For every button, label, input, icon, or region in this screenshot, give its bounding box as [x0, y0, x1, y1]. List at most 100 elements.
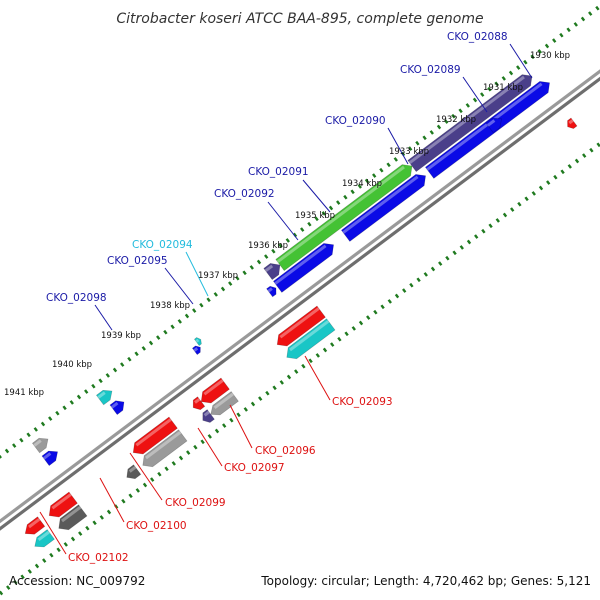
- gene-label-cko-02100[interactable]: CKO_02100: [126, 520, 187, 532]
- lower-rail-tick: [70, 536, 76, 542]
- gene-highlight: [267, 287, 273, 293]
- leader-line: [129, 452, 163, 501]
- gene-highlight: [61, 506, 82, 523]
- upper-rail-tick: [321, 211, 326, 216]
- gene-highlight: [110, 401, 119, 409]
- gene-label-cko-02090[interactable]: CKO_02090: [325, 115, 386, 127]
- upper-rail-tick: [343, 194, 348, 200]
- gene-label-cko-02088[interactable]: CKO_02088: [447, 31, 508, 43]
- leader-line: [99, 477, 125, 523]
- upper-rail-tick: [364, 178, 370, 184]
- gene-feature: [424, 81, 550, 179]
- upper-rail-tick: [408, 146, 413, 151]
- upper-rail-tick: [487, 86, 492, 92]
- upper-rail-tick: [292, 232, 298, 238]
- upper-rail-tick: [199, 302, 204, 308]
- gene-highlight: [97, 391, 106, 399]
- gene-label-cko-02098[interactable]: CKO_02098: [46, 292, 107, 304]
- leader-line: [387, 127, 409, 165]
- lower-rail-tick: [214, 428, 220, 434]
- upper-rail-tick: [458, 108, 463, 114]
- gene-label-cko-02102[interactable]: CKO_02102: [68, 552, 129, 564]
- lower-rail-tick: [85, 525, 90, 531]
- upper-rail-tick: [134, 351, 139, 357]
- gene-label-cko-02095[interactable]: CKO_02095: [107, 255, 168, 267]
- lower-rail-tick: [236, 412, 241, 418]
- gene-label-cko-02097[interactable]: CKO_02097: [224, 462, 285, 474]
- backbone: [0, 69, 600, 531]
- tick-label-1931: 1931 kbp: [483, 83, 523, 93]
- gene-feature: [263, 263, 281, 281]
- lower-rail-tick: [178, 455, 184, 461]
- upper-rail-tick: [566, 27, 571, 33]
- upper-rail-tick: [213, 292, 218, 297]
- upper-rail-tick: [465, 103, 470, 108]
- upper-rail-tick: [285, 238, 290, 243]
- upper-rail-tick: [177, 319, 182, 324]
- upper-rail-tick: [19, 437, 24, 443]
- lower-rail-tick: [294, 369, 299, 374]
- lower-rail-tick: [286, 374, 292, 380]
- label-leaders: [39, 43, 533, 555]
- lower-rail-tick: [517, 201, 522, 207]
- lower-rail-tick: [538, 185, 544, 191]
- gene-highlight: [426, 82, 543, 171]
- tick-label-1941: 1941 kbp: [4, 388, 44, 398]
- leader-line: [302, 179, 331, 213]
- upper-rail-tick: [314, 216, 319, 222]
- lower-rail-tick: [553, 174, 558, 180]
- gene-label-cko-02094[interactable]: CKO_02094: [132, 239, 193, 251]
- leader-line: [304, 355, 331, 401]
- upper-rail-tick: [40, 421, 46, 427]
- tick-label-1930: 1930 kbp: [530, 51, 570, 61]
- gene-highlight: [194, 398, 201, 404]
- gene-label-cko-02099[interactable]: CKO_02099: [165, 497, 226, 509]
- gene-feature: [340, 174, 426, 242]
- gene-features: [24, 74, 578, 548]
- gene-highlight: [195, 338, 200, 343]
- upper-rail-tick: [508, 70, 514, 76]
- gene-feature: [34, 529, 55, 548]
- leader-line: [229, 404, 253, 449]
- gene-label-cko-02091[interactable]: CKO_02091: [248, 166, 309, 178]
- upper-rail-tick: [48, 416, 53, 421]
- gene-label-cko-02093[interactable]: CKO_02093: [332, 396, 393, 408]
- gene-highlight: [342, 175, 419, 234]
- lower-rail-tick: [243, 407, 248, 412]
- upper-rail-tick: [444, 119, 449, 124]
- gene-label-cko-02096[interactable]: CKO_02096: [255, 445, 316, 457]
- upper-rail-tick: [307, 221, 312, 227]
- gene-highlight: [264, 264, 274, 272]
- tick-label-1933: 1933 kbp: [389, 147, 429, 157]
- gene-label-cko-02089[interactable]: CKO_02089: [400, 64, 461, 76]
- upper-rail-tick: [112, 367, 118, 373]
- upper-rail-tick: [69, 400, 74, 405]
- lower-rail-tick: [423, 272, 428, 277]
- upper-rail-tick: [580, 16, 586, 22]
- lower-rail-tick: [308, 358, 313, 364]
- upper-rail-tick: [336, 200, 341, 205]
- lower-rail-tick: [186, 450, 191, 455]
- gene-highlight: [33, 439, 42, 447]
- gene-feature: [109, 400, 125, 416]
- lower-rail-tick: [229, 417, 234, 423]
- gene-feature: [193, 337, 202, 347]
- lower-rail-tick: [416, 277, 421, 283]
- leader-line: [267, 201, 299, 241]
- lower-rail-tick: [171, 461, 176, 466]
- upper-rail-tick: [141, 346, 146, 351]
- lower-rail-tick: [20, 574, 25, 580]
- gene-label-cko-02092[interactable]: CKO_02092: [214, 188, 275, 200]
- upper-rail-tick: [422, 135, 427, 141]
- tick-label-1934: 1934 kbp: [342, 179, 382, 189]
- lower-rail-tick: [495, 218, 500, 223]
- upper-rail-tick: [523, 59, 528, 65]
- lower-rail-tick: [56, 547, 61, 553]
- lower-rail-tick: [438, 261, 443, 266]
- upper-rail-tick: [393, 157, 398, 162]
- upper-rail-tick: [76, 394, 82, 400]
- lower-rail-tick: [78, 531, 83, 536]
- lower-rail-tick: [560, 169, 565, 175]
- lower-rail-tick: [459, 245, 464, 250]
